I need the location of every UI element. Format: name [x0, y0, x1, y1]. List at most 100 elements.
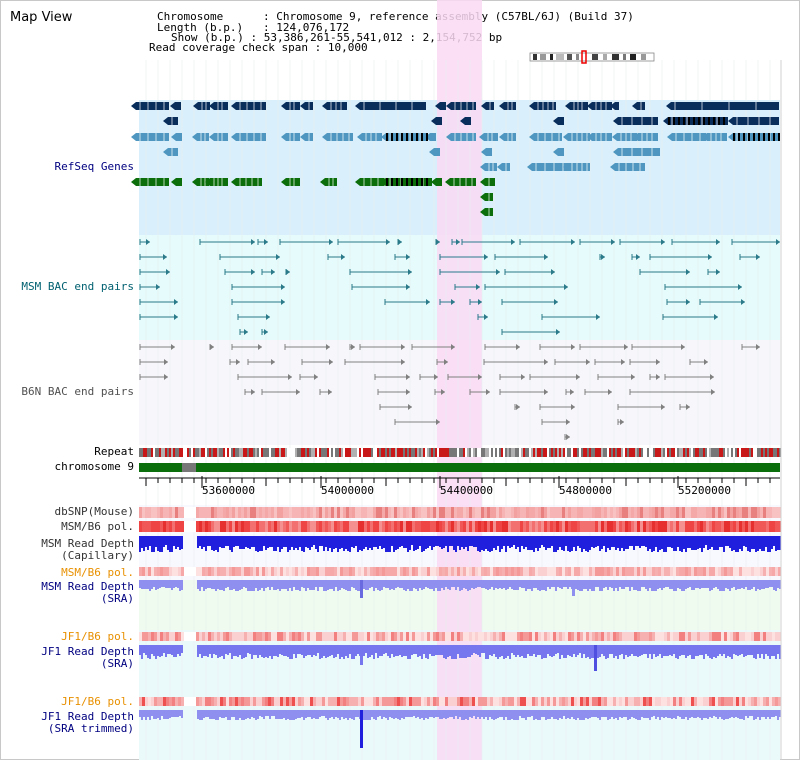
jf1-pol2-segment [571, 697, 574, 706]
jf1-sra-depth [747, 645, 749, 655]
bac-end-arrow [611, 239, 615, 245]
jf1-sra-depth [619, 645, 621, 655]
jf1-pol2-segment [280, 697, 283, 706]
msm-sra-depth [637, 580, 639, 591]
track-label-b6n-bac[interactable]: B6N BAC end pairs [21, 385, 134, 398]
msm-sra-depth [507, 580, 509, 589]
msm-capillary-depth [755, 536, 757, 552]
msm-sra-depth [327, 580, 329, 590]
msm-capillary-depth [649, 536, 651, 549]
msm-pol-segment [430, 521, 433, 532]
bac-end-arrow [661, 404, 665, 410]
msm-pol-segment [475, 521, 478, 532]
dbsnp-segment [199, 507, 202, 518]
jf1-trim-depth [435, 710, 437, 717]
msm-sra-depth [147, 580, 149, 589]
jf1-pol-segment [757, 632, 760, 641]
bac-end-arrow [329, 239, 333, 245]
msm-pol-segment [664, 521, 667, 532]
refseq-gene [436, 178, 442, 186]
jf1-sra-depth [423, 645, 425, 654]
bac-end-arrow [156, 284, 160, 290]
msm-capillary-depth [247, 536, 249, 548]
jf1-sra-depth [699, 645, 701, 655]
repeat-segment [433, 448, 435, 457]
jf1-pol2-segment [661, 697, 664, 706]
msm-sra-depth [499, 580, 501, 588]
bac-end-arrow [174, 299, 178, 305]
jf1-pol2-segment [139, 697, 142, 706]
jf1-sra-depth [453, 645, 455, 659]
repeat-segment [171, 448, 173, 457]
msm-pol2-segment [535, 567, 538, 576]
msm-capillary-depth [651, 536, 653, 552]
track-label-msm-bac[interactable]: MSM BAC end pairs [21, 280, 134, 293]
msm-sra-depth [523, 580, 525, 588]
jf1-pol2-segment [157, 697, 160, 706]
msm-sra-depth [143, 580, 145, 589]
jf1-sra-depth [457, 645, 459, 654]
bac-end-arrow [716, 239, 720, 245]
repeat-segment [687, 448, 689, 457]
jf1-sra-depth [231, 645, 233, 659]
repeat-segment [375, 448, 377, 457]
jf1-sra-depth [441, 645, 443, 655]
jf1-trim-depth [637, 710, 639, 720]
track-label-refseq[interactable]: RefSeq Genes [54, 160, 134, 173]
jf1-sra-depth [425, 645, 427, 658]
msm-pol2-segment [571, 567, 574, 576]
msm-pol2-segment [142, 567, 145, 576]
jf1-pol2-segment [169, 697, 172, 706]
jf1-pol2-segment [259, 697, 262, 706]
bac-end-arrow [386, 239, 390, 245]
repeat-segment [771, 448, 773, 457]
repeat-segment [711, 448, 713, 457]
msm-capillary-depth [459, 536, 461, 550]
msm-pol2-segment [676, 567, 679, 576]
jf1-pol-segment [289, 632, 292, 641]
msm-pol-segment [697, 521, 700, 532]
msm-capillary-depth [269, 536, 271, 547]
msm-capillary-depth [465, 536, 467, 547]
repeat-segment [551, 448, 553, 457]
jf1-pol-segment [460, 632, 463, 641]
jf1-sra-depth [615, 645, 617, 656]
msm-sra-depth [305, 580, 307, 591]
msm-sra-depth [337, 580, 339, 591]
msm-pol-segment [265, 521, 268, 532]
msm-pol2-segment [388, 567, 391, 576]
jf1-pol-segment [607, 632, 610, 641]
msm-pol-segment [598, 521, 601, 532]
msm-capillary-depth [415, 536, 417, 550]
jf1-sra-depth [625, 645, 627, 655]
refseq-gene [386, 178, 432, 186]
msm-pol-segment [613, 521, 616, 532]
track-label-msm-depth-cap-1: MSM Read Depth [41, 537, 134, 550]
jf1-trim-depth [701, 710, 703, 720]
msm-pol-segment [220, 521, 223, 532]
msm-pol-segment [352, 521, 355, 532]
msm-sra-depth [485, 580, 487, 589]
repeat-segment [359, 448, 361, 457]
jf1-trim-depth [763, 710, 765, 717]
jf1-trim-depth [387, 710, 389, 720]
msm-pol2-segment [556, 567, 559, 576]
repeat-segment [477, 448, 479, 457]
refseq-gene [197, 178, 209, 186]
track-label-repeat: Repeat [94, 445, 134, 458]
dbsnp-segment [514, 507, 517, 518]
msm-capillary-depth [439, 536, 441, 547]
gene-exon-dark [678, 117, 680, 125]
msm-capillary-depth [367, 536, 369, 550]
jf1-trim-depth [233, 710, 235, 717]
msm-sra-depth [483, 580, 485, 588]
msm-pol-segment [730, 521, 733, 532]
jf1-pol2-segment [247, 697, 250, 706]
msm-sra-depth [625, 580, 627, 587]
msm-pol2-segment [244, 567, 247, 576]
msm-sra-depth [309, 580, 311, 590]
msm-pol-segment [748, 521, 751, 532]
jf1-trim-depth [325, 710, 327, 718]
jf1-trim-depth [279, 710, 281, 719]
gene-arrow [355, 178, 360, 186]
